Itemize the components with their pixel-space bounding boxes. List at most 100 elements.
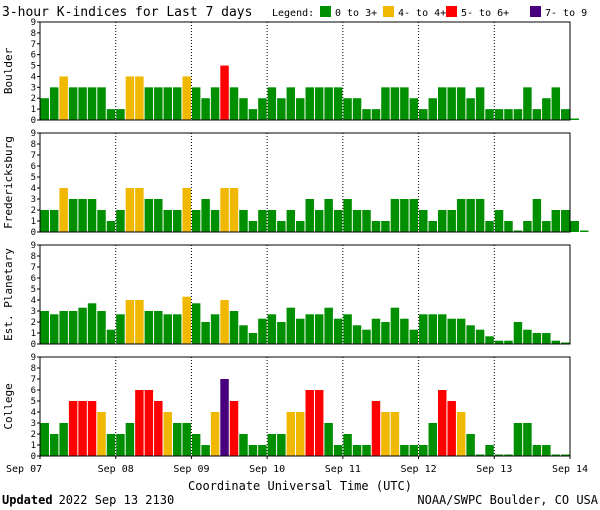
bar — [352, 325, 362, 344]
bar — [343, 98, 352, 120]
bar — [504, 109, 513, 120]
legend-swatch — [383, 6, 394, 17]
bar — [371, 221, 381, 232]
bar — [229, 311, 239, 344]
bar — [485, 221, 494, 232]
bar — [163, 412, 172, 456]
bar — [419, 210, 428, 232]
bar — [248, 445, 258, 456]
bar — [97, 412, 106, 456]
bar — [210, 87, 220, 120]
panels: 0123456789Boulder0123456789Fredericksbur… — [2, 18, 589, 462]
bar — [49, 314, 59, 344]
panel-frame — [39, 356, 571, 457]
bar — [390, 199, 400, 232]
bar — [343, 434, 352, 456]
bar — [191, 87, 201, 120]
legend-label: 0 to 3+ — [335, 8, 377, 19]
bar — [87, 87, 97, 120]
bar — [419, 314, 428, 344]
bar — [286, 87, 296, 120]
bar — [570, 118, 579, 120]
bar — [68, 401, 78, 456]
bar — [409, 199, 419, 232]
bar — [438, 314, 447, 344]
panel-label: Fredericksburg — [2, 136, 15, 229]
bar — [296, 318, 305, 344]
bar — [68, 311, 78, 344]
bar — [144, 390, 154, 456]
bar — [125, 76, 135, 120]
x-tick-label: Sep 09 — [173, 464, 209, 475]
y-tick-label: 8 — [31, 252, 36, 262]
panel-label: College — [2, 383, 15, 429]
bar — [87, 199, 97, 232]
legend-title: Legend: — [272, 8, 314, 19]
bar — [201, 98, 210, 120]
bar — [475, 199, 485, 232]
bar — [352, 210, 362, 232]
bar — [296, 412, 305, 456]
bar — [258, 318, 267, 344]
bar — [438, 210, 447, 232]
bar — [551, 210, 561, 232]
bar — [362, 109, 371, 120]
bar — [305, 199, 314, 232]
bar — [494, 109, 504, 120]
bar — [504, 340, 513, 344]
bar — [40, 311, 49, 344]
bar — [286, 412, 296, 456]
bar — [191, 434, 201, 456]
bar — [144, 311, 154, 344]
bar — [466, 434, 475, 456]
bar — [182, 76, 191, 120]
bar — [456, 87, 466, 120]
bar — [296, 98, 305, 120]
bar — [504, 221, 513, 232]
bar — [523, 221, 532, 232]
bar — [125, 188, 135, 232]
bar — [97, 87, 106, 120]
y-tick-label: 4 — [31, 184, 36, 194]
bar — [466, 199, 475, 232]
bar — [305, 87, 314, 120]
bar — [220, 65, 229, 120]
bar — [125, 423, 135, 456]
bar — [173, 314, 182, 344]
y-tick-label: 7 — [31, 263, 36, 273]
bar — [173, 423, 182, 456]
bar — [513, 230, 523, 232]
bar — [362, 329, 371, 344]
bar — [314, 314, 324, 344]
y-tick-label: 0 — [31, 116, 36, 126]
bar — [286, 307, 296, 344]
bar — [239, 434, 248, 456]
bar — [542, 98, 551, 120]
bar — [352, 445, 362, 456]
y-tick-label: 3 — [31, 419, 36, 429]
bar — [267, 210, 277, 232]
bar — [210, 210, 220, 232]
bar — [400, 87, 409, 120]
bar — [40, 210, 49, 232]
y-tick-label: 9 — [31, 129, 36, 139]
bar — [135, 300, 144, 344]
bar — [409, 329, 419, 344]
bar — [239, 325, 248, 344]
bar — [324, 87, 333, 120]
bar — [513, 109, 523, 120]
bar — [447, 401, 456, 456]
y-tick-label: 3 — [31, 307, 36, 317]
x-tick-label: Sep 10 — [249, 464, 285, 475]
y-tick-label: 2 — [31, 318, 36, 328]
bar — [49, 434, 59, 456]
bar — [59, 188, 68, 232]
y-tick-label: 6 — [31, 274, 36, 284]
y-tick-label: 6 — [31, 386, 36, 396]
bar — [154, 401, 163, 456]
panel-label: Est. Planetary — [2, 248, 15, 341]
y-tick-label: 9 — [31, 18, 36, 28]
bar — [494, 340, 504, 344]
